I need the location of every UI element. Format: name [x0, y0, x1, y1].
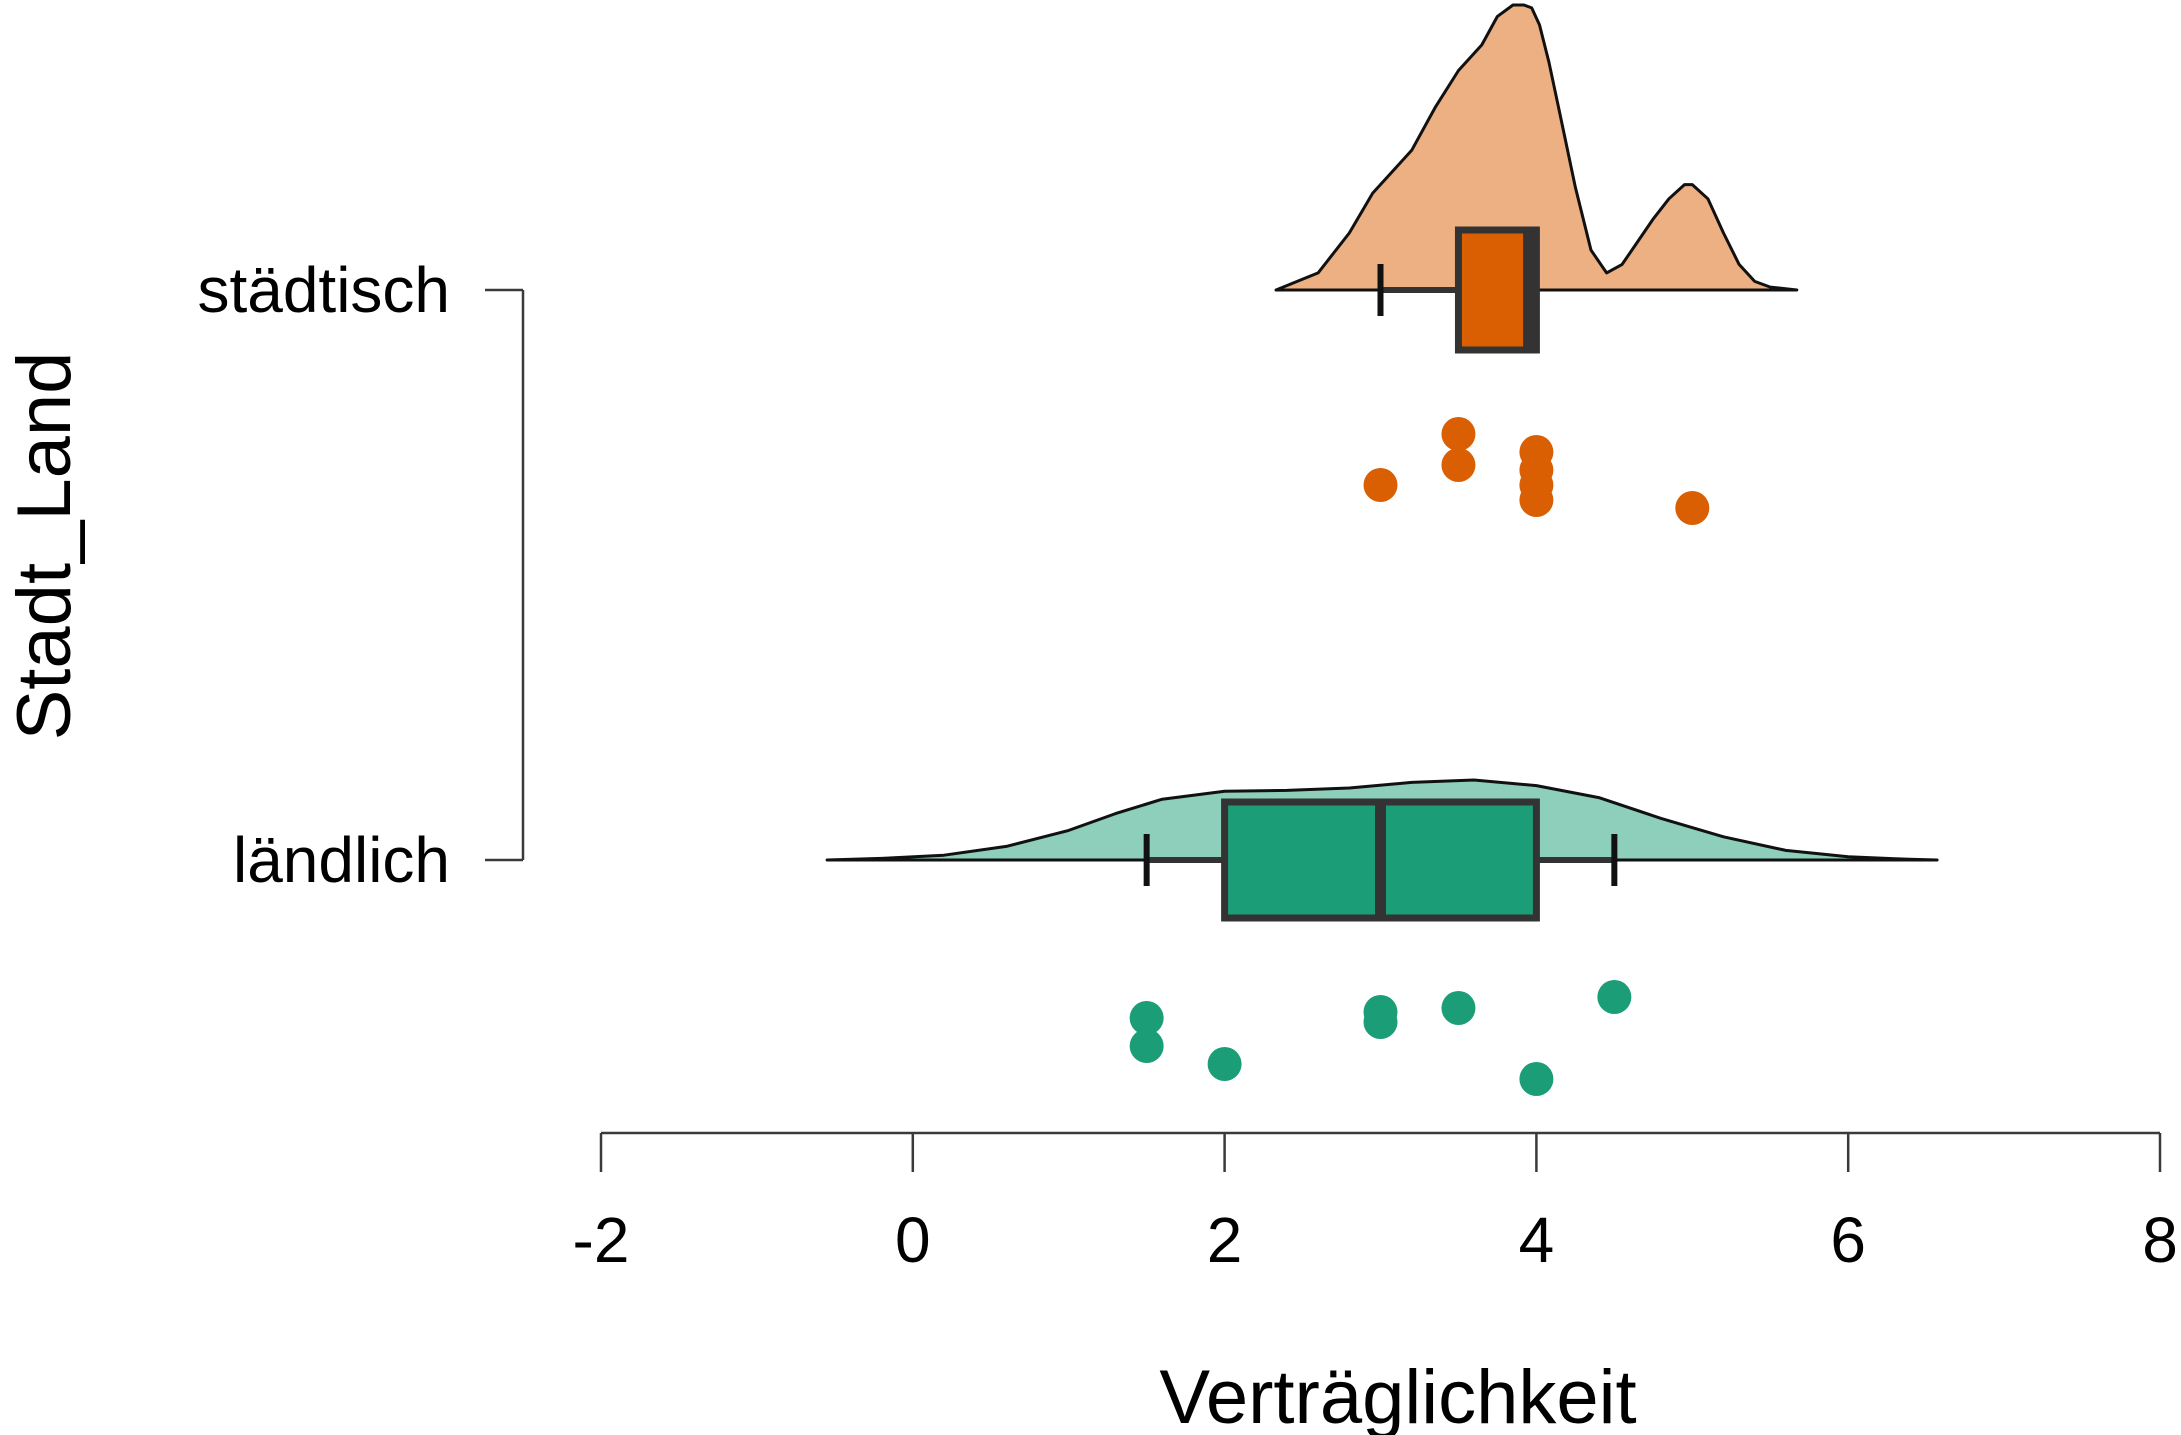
x-tick-label: 0 [895, 1204, 931, 1276]
density-cloud-staedtisch [1274, 3, 1799, 292]
data-point [1441, 417, 1476, 451]
data-point [1675, 491, 1710, 525]
y-axis-title: Stadt_Land [2, 352, 87, 741]
data-point [1519, 483, 1554, 517]
y-category-label: ländlich [233, 824, 450, 896]
data-point [1519, 1062, 1554, 1096]
points-layer [1129, 417, 1710, 1096]
x-tick-label: 4 [1519, 1204, 1555, 1276]
data-point [1363, 468, 1398, 502]
x-tick-label: 2 [1207, 1204, 1243, 1276]
data-point [1519, 435, 1554, 469]
x-tick-label: 8 [2142, 1204, 2178, 1276]
y-category-label: städtisch [197, 254, 450, 326]
y-axis: städtisch ländlich [197, 254, 525, 896]
x-tick-label: 6 [1830, 1204, 1866, 1276]
x-tick-label: -2 [573, 1204, 630, 1276]
data-point [1441, 991, 1476, 1025]
data-point [1363, 1005, 1398, 1039]
data-point [1597, 980, 1632, 1014]
data-point [1129, 1001, 1164, 1035]
data-point [1207, 1047, 1242, 1081]
data-point [1129, 1029, 1164, 1063]
x-axis-title: Verträglichkeit [1159, 1355, 1636, 1435]
data-point [1441, 448, 1476, 482]
boxplot-laendlich [1143, 798, 1618, 922]
x-axis: -2 0 2 4 6 8 [573, 1131, 2178, 1276]
boxplot-layer [1143, 226, 1618, 922]
boxplot-staedtisch [1377, 226, 1540, 354]
density-layer [825, 3, 1939, 862]
